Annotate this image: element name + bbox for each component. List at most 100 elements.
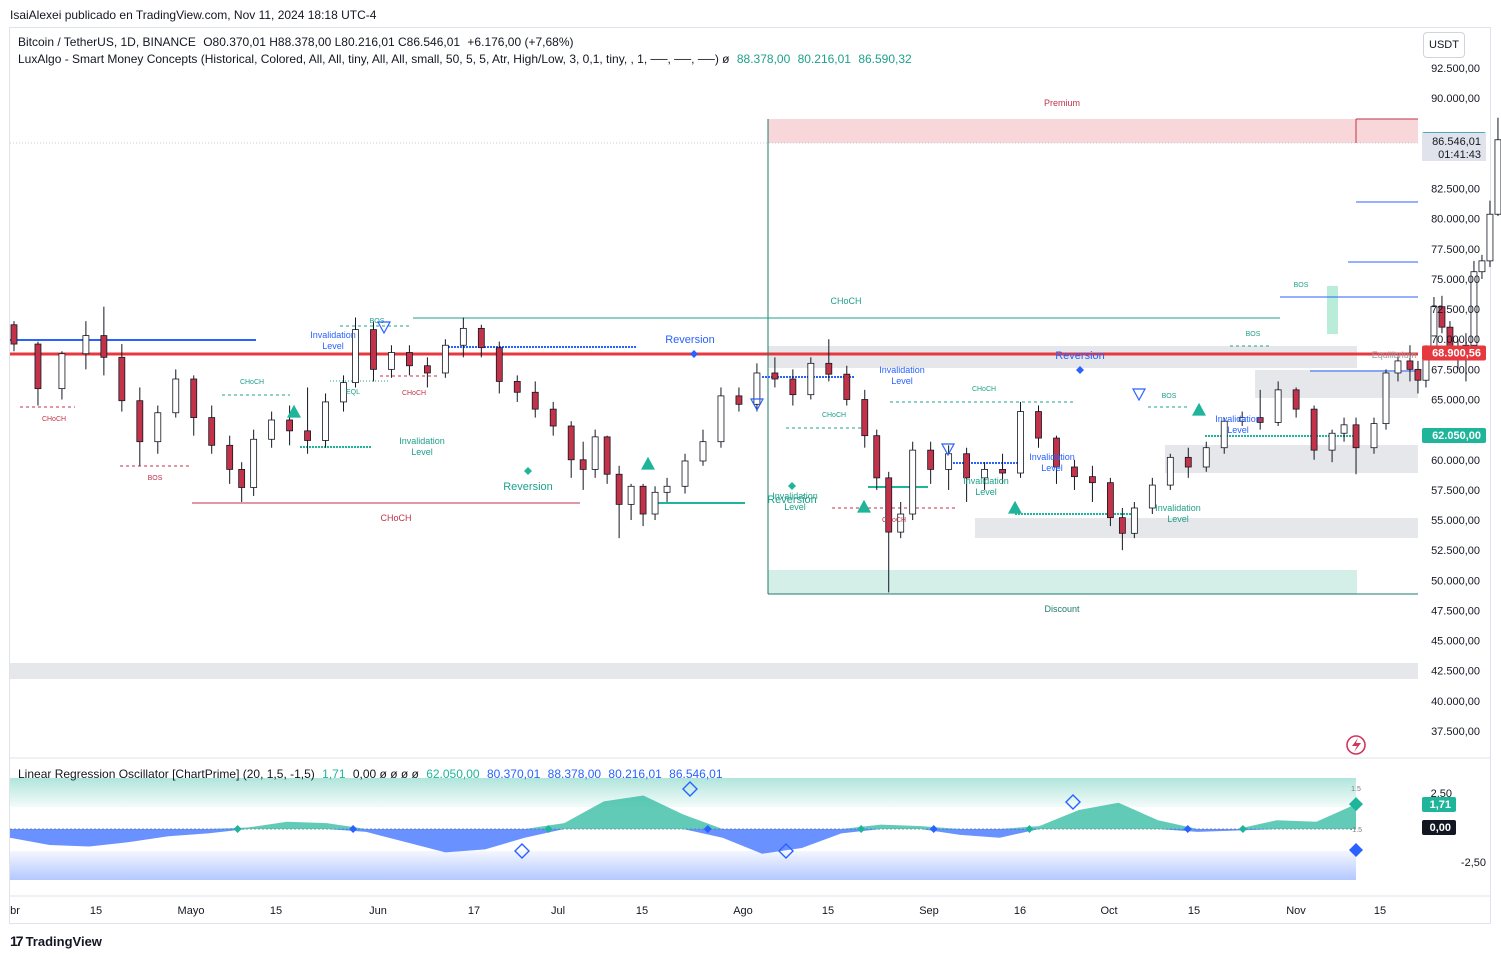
symbol-change: +6.176,00 (+7,68%)	[467, 35, 574, 49]
candle-body	[1106, 482, 1114, 519]
discount-label: Discount	[1044, 604, 1080, 614]
candle-body	[1166, 456, 1174, 486]
candle-body	[1053, 437, 1060, 468]
candle-body	[495, 347, 503, 382]
candle	[250, 429, 258, 496]
diamond-marker-icon	[1076, 366, 1084, 374]
candle-body	[423, 365, 431, 374]
up-triangle-icon	[640, 456, 656, 470]
candle-body	[603, 436, 611, 475]
candle-body	[579, 459, 587, 470]
price-tick: 80.000,00	[1431, 214, 1480, 226]
candle-body	[154, 412, 162, 443]
time-tick: br	[10, 905, 20, 917]
candle	[1352, 417, 1360, 475]
bos-label-left: BOS	[148, 475, 163, 482]
osc-zero-label: 0,00	[1430, 822, 1451, 834]
symbol-line: Bitcoin / TetherUS, 1D, BINANCE O80.370,…	[18, 35, 574, 49]
choch-label-may: CHoCH	[240, 379, 264, 386]
time-tick: 17	[468, 905, 480, 917]
candle	[238, 462, 246, 502]
diamond-marker-icon	[524, 467, 532, 475]
candle	[567, 421, 575, 478]
candle-body	[208, 417, 216, 446]
candle	[735, 387, 743, 412]
teal-level-price: 62.050,00	[1432, 430, 1481, 442]
candle	[1370, 417, 1378, 454]
price-tick: 47.500,00	[1431, 605, 1480, 617]
candle	[663, 477, 671, 502]
candle	[1394, 353, 1402, 382]
osc-value-2: 0,00 ø ø ø ø	[352, 767, 419, 781]
osc-cross-diamond-icon	[349, 825, 358, 833]
tradingview-logo[interactable]: 17 TradingView	[10, 933, 102, 949]
osc-positive-area	[10, 795, 1356, 829]
candle	[1071, 459, 1078, 490]
choch-label-left: CHoCH	[42, 416, 66, 423]
indicator-value-3: 86.590,32	[858, 52, 912, 66]
flash-icon[interactable]	[1346, 735, 1366, 755]
osc-zero-bg	[1422, 820, 1456, 835]
price-tick: 57.500,00	[1431, 485, 1480, 497]
price-tick: 90.000,00	[1431, 93, 1480, 105]
candle-body	[238, 469, 246, 488]
candle	[771, 357, 779, 388]
currency-button[interactable]: USDT	[1423, 32, 1465, 58]
candle	[340, 375, 347, 412]
candle	[286, 405, 293, 446]
time-tick: 15	[270, 905, 282, 917]
candle	[531, 381, 539, 418]
candle	[843, 365, 851, 406]
candle	[1017, 401, 1024, 478]
candle	[34, 341, 42, 406]
candle	[579, 441, 587, 490]
indicator-name[interactable]: LuxAlgo - Smart Money Concepts (Historic…	[18, 52, 730, 66]
candle-body	[1478, 260, 1486, 273]
candle-body	[1274, 389, 1282, 423]
osc-cross-diamond-icon	[1238, 825, 1247, 833]
tradingview-brand: TradingView	[25, 933, 102, 949]
price-tick: 70.000,00	[1431, 334, 1480, 346]
candle	[1118, 507, 1126, 551]
osc-cross-diamond-icon	[703, 825, 712, 833]
time-axis[interactable]: br 15 Mayo 15 Jun 17 Jul 15 Ago 15 Sep 16 Oct 15 Nov 15	[10, 895, 1490, 917]
candle-body	[1414, 368, 1422, 381]
reversion-label-jul: Reversion	[503, 481, 553, 493]
oscillator-name[interactable]: Linear Regression Oscillator [ChartPrime…	[18, 767, 315, 781]
indicator-line: LuxAlgo - Smart Money Concepts (Historic…	[18, 52, 912, 66]
candle	[304, 387, 311, 454]
price-axis[interactable]: 92.500,00 90.000,00 82.500,00 80.000,00 77.5…	[1422, 63, 1486, 738]
candle-body	[999, 469, 1006, 474]
invalidation-level-label: Level	[322, 341, 344, 351]
candle	[172, 369, 180, 418]
osc-upper-band	[10, 778, 1356, 808]
symbol-name[interactable]: Bitcoin / TetherUS, 1D, BINANCE	[18, 35, 196, 49]
invalidation-level-label: Level	[1167, 514, 1189, 524]
discount-zone	[768, 570, 1357, 594]
candle-body	[340, 382, 347, 403]
candle	[1470, 260, 1478, 352]
candle-body	[1202, 447, 1210, 468]
candle	[789, 369, 797, 406]
eql-label: EQL	[346, 389, 360, 396]
candle-body	[1310, 408, 1318, 451]
up-triangle-icon	[286, 404, 302, 418]
candle	[459, 317, 467, 358]
candle-body	[567, 425, 575, 461]
candle-body	[771, 372, 779, 380]
candle-body	[1292, 389, 1300, 410]
time-tick: Oct	[1100, 905, 1117, 917]
candle-body	[1382, 372, 1390, 425]
candle	[136, 387, 144, 466]
price-tick: 65.000,00	[1431, 395, 1480, 407]
candle	[1494, 117, 1501, 217]
candle-body	[1328, 432, 1336, 451]
candle-body	[753, 372, 761, 405]
down-triangle-icon	[1131, 388, 1147, 402]
candle	[603, 435, 611, 484]
bos-label-nov: BOS	[1294, 282, 1309, 289]
candle	[825, 339, 833, 382]
choch-label-top: CHoCH	[830, 296, 861, 306]
